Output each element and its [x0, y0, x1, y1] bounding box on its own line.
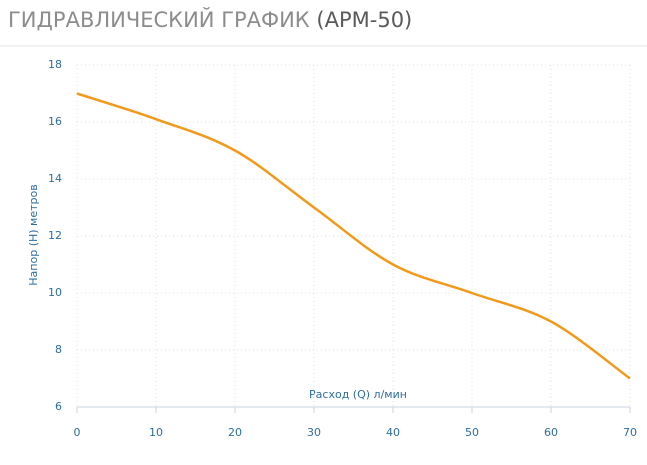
x-tick-label: 40 [386, 426, 400, 439]
y-tick-label: 18 [48, 58, 62, 71]
y-tick-label: 16 [48, 115, 62, 128]
x-tick-label: 10 [149, 426, 163, 439]
y-tick-label: 10 [48, 286, 62, 299]
chart-title: ГИДРАВЛИЧЕСКИЙ ГРАФИК (АРМ-50) [8, 7, 412, 32]
x-tick-label: 20 [228, 426, 242, 439]
line [76, 92, 631, 380]
x-tick-label: 70 [623, 426, 637, 439]
x-axis-title: Расход (Q) л/мин [309, 388, 407, 401]
y-tick-label: 8 [55, 343, 62, 356]
x-tick-label: 0 [74, 426, 81, 439]
y-axis-title: Напор (H) метров [27, 184, 40, 285]
title-main: ГИДРАВЛИЧЕСКИЙ ГРАФИК [8, 7, 310, 32]
y-tick-label: 6 [55, 400, 62, 413]
title-model: (АРМ-50) [316, 8, 412, 32]
x-tick-label: 60 [544, 426, 558, 439]
x-tick-label: 30 [307, 426, 321, 439]
y-tick-label: 12 [48, 229, 62, 242]
y-tick-label: 14 [48, 172, 62, 185]
x-tick-label: 50 [465, 426, 479, 439]
